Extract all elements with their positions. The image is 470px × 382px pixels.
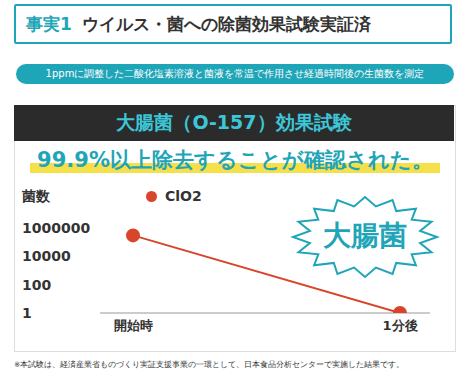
html-text:大腸菌: 大腸菌 [323,219,407,252]
html-text:99.9%以上除去することが確認された。: 99.9%以上除去することが確認された。 [37,148,433,172]
svg-text:1分後: 1分後 [382,318,417,333]
svg-text:10000: 10000 [22,248,71,264]
html-text:1ppmに調整した二酸化塩素溶液と菌液を常温で作用させ経過時: 1ppmに調整した二酸化塩素溶液と菌液を常温で作用させ経過時間後の生菌数を測定 [45,68,425,79]
svg-text:1: 1 [22,305,32,321]
svg-text:開始時: 開始時 [114,318,153,333]
html-text:事実1: 事実1 [26,13,72,34]
html-text:大腸菌（O-157）効果試験: 大腸菌（O-157）効果試験 [116,111,352,133]
html-text:菌数: 菌数 [22,188,50,204]
html-text:ウイルス・菌への除菌効果試験実証済: ウイルス・菌への除菌効果試験実証済 [81,13,371,34]
html-text:ClO2: ClO2 [165,188,202,204]
svg-text:1000000: 1000000 [22,220,90,236]
html-text:※本試験は、経済産業省ものづくり実証支援事業の一環として、日: ※本試験は、経済産業省ものづくり実証支援事業の一環として、日本食品分析センターで… [14,360,405,369]
svg-text:100: 100 [22,277,51,293]
